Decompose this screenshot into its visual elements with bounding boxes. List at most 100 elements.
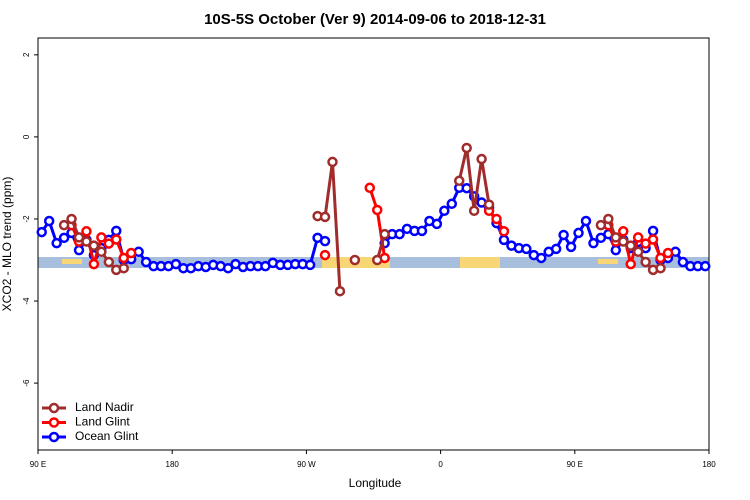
- data-point: [51, 237, 62, 249]
- data-point: [595, 219, 607, 231]
- data-point: [439, 205, 450, 217]
- data-point: [319, 235, 331, 247]
- data-point: [416, 225, 428, 237]
- y-tick-label: -6: [22, 379, 31, 387]
- data-point: [103, 238, 115, 249]
- data-point: [81, 226, 92, 237]
- y-tick-label: -2: [22, 215, 31, 223]
- data-point: [96, 232, 107, 243]
- data-point: [334, 285, 346, 297]
- data-point: [118, 262, 129, 274]
- data-point: [43, 215, 55, 227]
- x-axis-label: Longitude: [349, 476, 402, 490]
- data-point: [491, 213, 502, 225]
- data-point: [118, 252, 129, 264]
- data-point: [647, 225, 659, 237]
- x-tick-label: 180: [702, 460, 716, 469]
- data-point: [610, 244, 622, 256]
- data-point: [73, 244, 85, 256]
- plot-frame: [37, 37, 710, 451]
- land-band: [62, 259, 82, 264]
- data-point: [618, 226, 629, 237]
- data-point: [632, 232, 644, 243]
- legend-swatch-point: [48, 417, 60, 428]
- data-point: [371, 204, 383, 216]
- data-point: [573, 227, 584, 239]
- data-point: [565, 241, 577, 253]
- data-point: [58, 232, 70, 244]
- data-point: [610, 232, 622, 243]
- y-tick-label: 2: [22, 52, 31, 57]
- data-point: [304, 259, 316, 271]
- data-point: [588, 237, 599, 249]
- data-point: [550, 243, 562, 255]
- data-point: [364, 182, 376, 194]
- data-point: [558, 229, 569, 241]
- data-point: [431, 218, 443, 230]
- data-point: [125, 247, 137, 259]
- data-point: [603, 213, 614, 225]
- data-point: [498, 226, 510, 237]
- x-tick-label: 90 E: [567, 460, 583, 469]
- x-tick-label: 180: [166, 460, 180, 469]
- data-point: [647, 234, 659, 245]
- data-point: [453, 175, 465, 187]
- data-point: [103, 256, 115, 268]
- data-point: [111, 234, 122, 245]
- legend-label: Ocean Glint: [75, 429, 139, 443]
- data-point: [88, 258, 100, 270]
- data-point: [36, 226, 47, 238]
- data-point: [73, 232, 85, 243]
- data-point: [58, 219, 70, 231]
- data-point: [446, 198, 458, 210]
- x-tick-label: 0: [438, 460, 443, 469]
- data-point: [625, 240, 636, 251]
- y-tick-label: 0: [22, 134, 31, 139]
- data-point: [81, 236, 92, 247]
- legend-swatch-point: [48, 431, 60, 443]
- data-point: [536, 252, 547, 264]
- data-point: [379, 228, 390, 240]
- legend-label: Land Nadir: [75, 400, 134, 414]
- data-point: [371, 254, 383, 266]
- data-point: [66, 213, 77, 225]
- series-line: [70, 187, 669, 265]
- legend-swatch-point: [48, 402, 60, 414]
- legend-label: Land Glint: [75, 415, 130, 429]
- data-point: [111, 225, 122, 237]
- chart-title: 10S-5S October (Ver 9) 2014-09-06 to 201…: [204, 11, 546, 28]
- x-tick-label: 90 W: [297, 460, 316, 469]
- data-point: [640, 256, 651, 268]
- data-point: [222, 262, 234, 274]
- data-point: [662, 247, 674, 259]
- data-point: [677, 256, 689, 268]
- y-axis-label: XCO2 - MLO trend (ppm): [0, 177, 14, 312]
- data-point: [632, 246, 644, 258]
- data-point: [461, 182, 472, 194]
- data-point: [640, 238, 651, 249]
- data-point: [625, 258, 636, 270]
- land-band: [460, 257, 500, 268]
- data-point: [461, 142, 472, 154]
- land-band: [598, 259, 618, 264]
- data-point: [140, 256, 152, 268]
- data-point: [88, 240, 100, 251]
- data-point: [655, 262, 666, 274]
- y-tick-label: -4: [22, 297, 31, 305]
- data-point: [327, 156, 338, 168]
- data-point: [394, 228, 405, 240]
- data-point: [96, 246, 107, 258]
- data-point: [349, 254, 361, 266]
- data-point: [468, 205, 480, 217]
- data-point: [319, 211, 331, 223]
- data-point: [655, 252, 666, 264]
- data-point: [700, 260, 711, 272]
- data-point: [476, 153, 487, 165]
- data-point: [483, 199, 495, 210]
- data-point: [580, 215, 592, 227]
- data-point: [319, 249, 331, 261]
- data-point: [521, 243, 532, 255]
- x-tick-label: 90 E: [30, 460, 46, 469]
